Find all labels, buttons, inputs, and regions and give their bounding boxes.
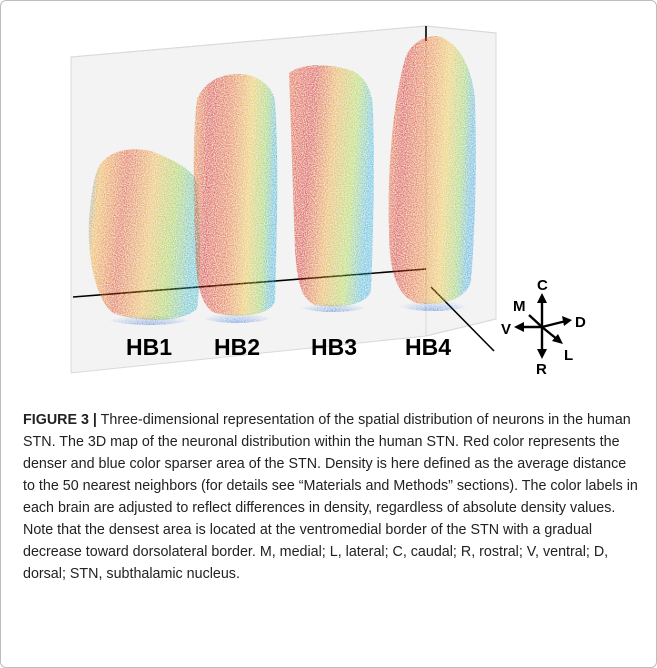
caption-label: FIGURE 3 | [23,412,97,428]
label-hb3: HB3 [311,334,357,360]
compass-label-lateral: L [564,347,573,364]
label-hb1: HB1 [126,334,172,360]
stn-3d-map: HB1 HB2 HB3 HB4 C M V D L R [70,25,586,378]
compass-label-medial: M [513,298,526,315]
compass-label-dorsal: D [575,314,586,331]
hb2-point-cloud [193,74,278,323]
figure-caption: FIGURE 3 | Three-dimensional representat… [23,409,641,585]
hb3-point-cloud [289,65,374,312]
compass-label-ventral: V [501,321,511,338]
label-hb2: HB2 [214,334,260,360]
orientation-compass [514,293,572,359]
compass-label-rostral: R [536,361,547,378]
hb4-point-cloud [388,35,476,311]
compass-label-caudal: C [537,277,548,294]
hb1-point-cloud [88,149,200,325]
caption-text: Three-dimensional representation of the … [23,412,638,582]
label-hb4: HB4 [405,334,451,360]
